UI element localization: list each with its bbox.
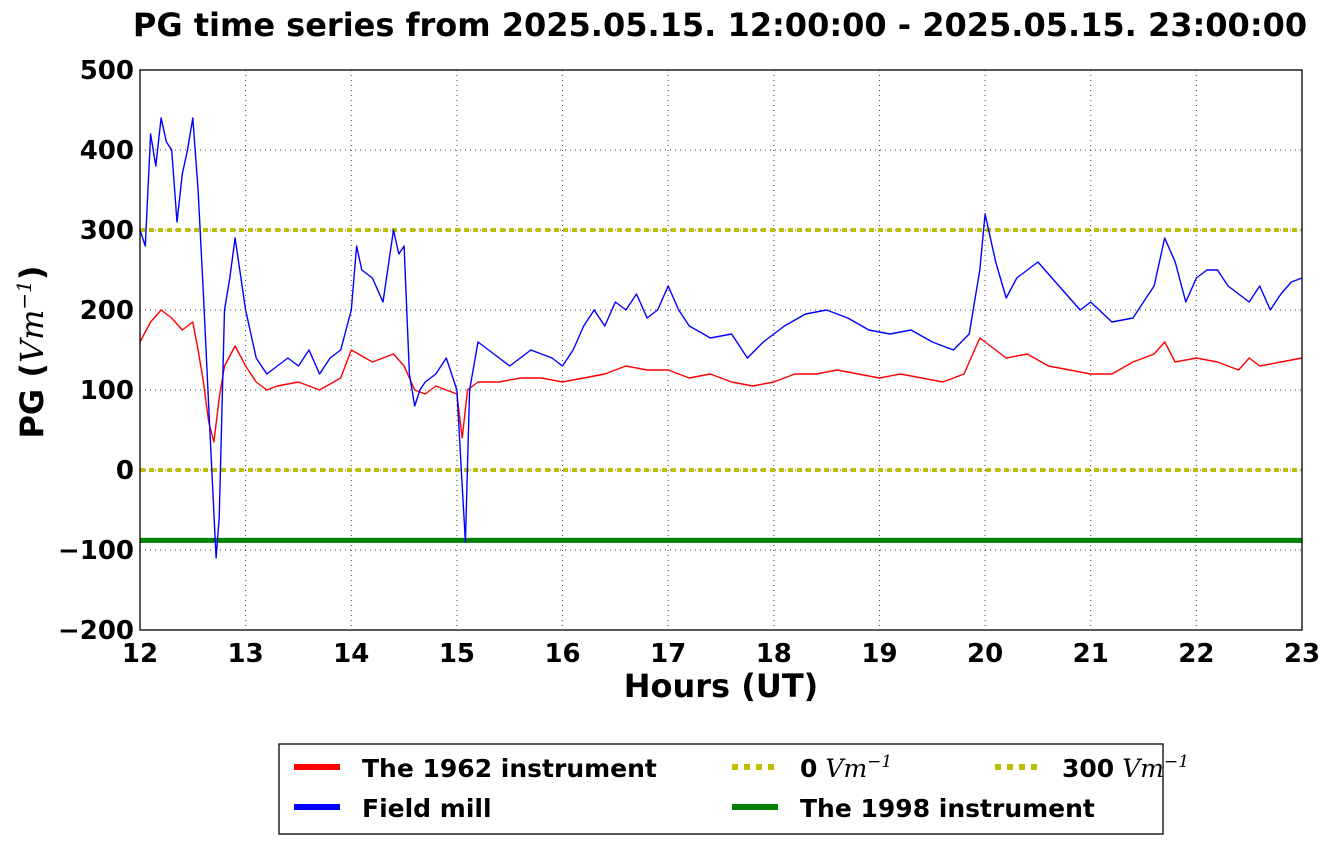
grid [139,69,1303,631]
y-tick-label: −200 [58,616,134,646]
legend-label-unit: Vm [1122,754,1164,783]
y-axis-label: PG (Vm−1) [12,265,51,438]
x-tick-label: 21 [1073,639,1109,669]
y-tick-label: 100 [80,376,134,406]
legend-label-unit-exponent: −1 [1164,752,1189,772]
y-tick-label: 400 [80,136,134,166]
legend-label-field-mill: Field mill [362,794,492,823]
y-tick-label: 300 [80,216,134,246]
legend-label-0: 0 Vm−1 [800,752,892,783]
legend-label-the-1962-instrument: The 1962 instrument [362,754,657,783]
legend-label-name: The 1962 instrument [362,754,657,783]
plot-series [139,117,1303,559]
plot-frame [139,69,1303,631]
y-axis-label-unit: Vm [13,310,51,363]
legend-label-name: Field mill [362,794,492,823]
legend-label-300: 300 Vm−1 [1062,752,1189,783]
x-tick-label: 15 [439,639,475,669]
legend-label-unit: Vm [825,754,867,783]
x-tick-label: 13 [228,639,264,669]
legend-box [278,743,1164,835]
y-axis-label-unit-exponent: −1 [12,280,36,309]
y-tick-labels: 500 400 300 200 100 0 −100 −200 [58,56,134,646]
x-tick-label: 14 [333,639,369,669]
y-axis-label-close: ) [13,265,51,280]
x-tick-label: 17 [650,639,686,669]
series-line-the-1962-instrument [139,309,1303,443]
chart-title: PG time series from 2025.05.15. 12:00:00… [133,6,1307,44]
x-tick-labels: 12 13 14 15 16 17 18 19 20 21 22 23 [122,639,1320,669]
legend-label-name: 0 [800,754,817,783]
x-tick-label: 12 [122,639,158,669]
y-tick-label: −100 [58,536,134,566]
y-axis-label-text: PG ( [13,363,51,438]
x-tick-label: 22 [1178,639,1214,669]
y-tick-label: 0 [116,456,134,486]
x-tick-label: 20 [967,639,1003,669]
legend-label-name: 300 [1062,754,1114,783]
x-tick-label: 19 [861,639,897,669]
y-tick-label: 500 [80,56,134,86]
x-tick-label: 23 [1284,639,1320,669]
series-line-field-mill [139,117,1303,559]
legend-label-the-1998-instrument: The 1998 instrument [800,794,1095,823]
y-tick-label: 200 [80,296,134,326]
legend-label-name: The 1998 instrument [800,794,1095,823]
legend-label-unit-exponent: −1 [867,752,892,772]
x-tick-label: 18 [756,639,792,669]
x-axis-label: Hours (UT) [624,667,819,705]
x-tick-label: 16 [544,639,580,669]
